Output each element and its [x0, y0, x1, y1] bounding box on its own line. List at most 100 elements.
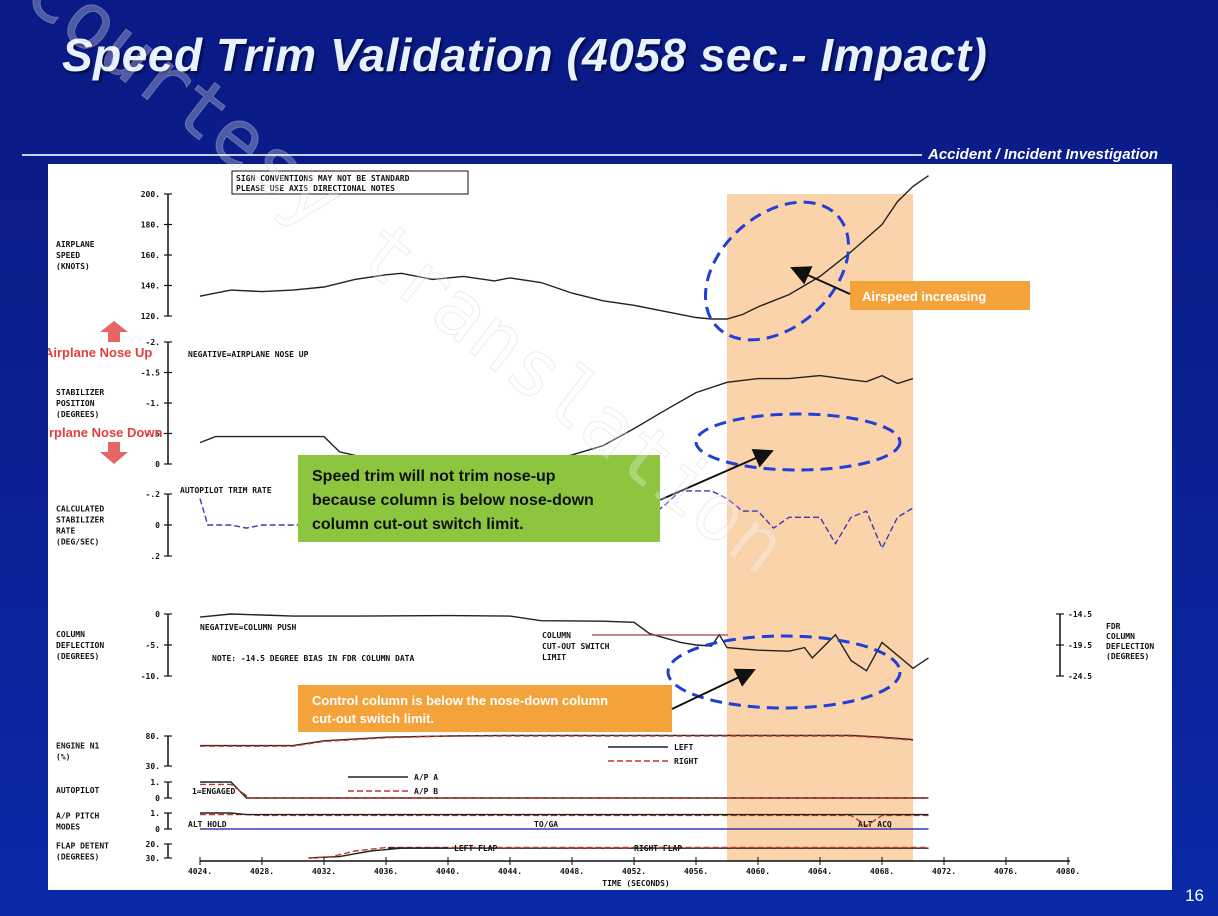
autopilot-state-label: 1=ENGAGED — [192, 787, 236, 796]
stab-rate-annotation: AUTOPILOT TRIM RATE — [180, 486, 272, 495]
x-tick-label: 4024. — [188, 867, 212, 876]
fdr-chart: 200. 180. 160. 140. 120. AIRPLANE SPEED (KNOTS)… — [36, 170, 1154, 888]
title-rule — [22, 154, 922, 156]
column-series-0-line — [199, 613, 929, 672]
pitch_modes-y-label: A/P PITCH — [56, 812, 100, 821]
speed-trim-callout-line-1: Speed trim will not trim nose-up — [312, 468, 556, 485]
stab_rate-y-tick-label: -.2 — [146, 490, 161, 499]
n1-y-label: (%) — [56, 753, 70, 762]
autopilot-y-tick-label: 0 — [155, 794, 160, 803]
x-tick-label: 4072. — [932, 867, 956, 876]
column-y-tick-label: -5. — [146, 641, 160, 650]
stab_rate-series-0-line — [199, 490, 914, 550]
n1-left-legend-label: LEFT — [674, 743, 693, 752]
column-callout-box — [298, 685, 672, 732]
column-right-tick-label: -14.5 — [1068, 610, 1092, 619]
x-tick-label: 4028. — [250, 867, 274, 876]
speed-trim-callout-line-2: because column is below nose-down — [312, 492, 594, 509]
column-callout-line-2: cut-out switch limit. — [312, 711, 434, 726]
airspeed-y-label: AIRPLANE — [56, 240, 95, 249]
flaps-y-tick-label: 30. — [146, 854, 160, 863]
speed-trim-callout-arrow — [659, 449, 774, 501]
pitch_modes-y-tick-label: 0 — [155, 825, 160, 834]
nose-down-arrow-icon — [100, 442, 128, 464]
flap-left-legend-label: LEFT FLAP — [454, 844, 498, 853]
flaps-y-tick-label: 20. — [146, 840, 160, 849]
stab_rate-y-label: STABILIZER — [56, 516, 104, 525]
ap-a-legend-label: A/P A — [414, 773, 438, 782]
speed-trim-callout-line-3: column cut-out switch limit. — [312, 516, 524, 533]
slide-subtitle: Accident / Incident Investigation — [928, 146, 1159, 163]
n1-series-right-line — [200, 735, 914, 747]
airspeed-callout-text: Airspeed increasing — [862, 289, 986, 304]
x-tick-label: 4056. — [684, 867, 708, 876]
x-tick-label: 4080. — [1056, 867, 1080, 876]
slide-title: Speed Trim Validation (4058 sec.- Impact… — [62, 29, 988, 81]
column-limit-label: CUT-OUT SWITCH — [542, 642, 610, 651]
stabilizer-y-label: POSITION — [56, 399, 95, 408]
column-right-axis-label: FDR — [1106, 622, 1121, 631]
pitch_modes-series-2-line — [200, 812, 929, 816]
nose-up-arrow-icon — [100, 321, 128, 342]
column-y-tick-label: -10. — [141, 672, 160, 681]
airspeed-callout-box — [850, 281, 1030, 310]
column-y-label: (DEGREES) — [56, 652, 99, 661]
stabilizer-y-tick-label: -1. — [146, 399, 160, 408]
column-right-axis-label: DEFLECTION — [1106, 642, 1154, 651]
column-right-axis-label: COLUMN — [1106, 632, 1135, 641]
stabilizer-y-tick-label: 0 — [155, 460, 160, 469]
column-right-tick-label: -19.5 — [1068, 641, 1092, 650]
stabilizer-y-tick-label: -1.5 — [141, 369, 160, 378]
airspeed-y-tick-label: 200. — [141, 190, 160, 199]
column-limit-label: COLUMN — [542, 631, 571, 640]
airspeed-y-tick-label: 140. — [141, 282, 160, 291]
pitch-mode-alt-hold: ALT HOLD — [188, 820, 227, 829]
x-axis-label: TIME (SECONDS) — [602, 879, 669, 888]
airspeed-y-tick-label: 160. — [141, 251, 160, 260]
n1-y-tick-label: 30. — [146, 762, 160, 771]
autopilot-y-tick-label: 1. — [150, 778, 160, 787]
pitch-mode-alt-acq: ALT ACQ — [858, 820, 892, 829]
flaps-y-label: (DEGREES) — [56, 853, 99, 862]
stab_rate-y-tick-label: .2 — [150, 552, 160, 561]
n1-y-label: ENGINE N1 — [56, 742, 100, 751]
sign-note-line-2: PLEASE USE AXIS DIRECTIONAL NOTES — [236, 184, 395, 193]
stab_rate-y-tick-label: 0 — [155, 521, 160, 530]
airspeed-y-label: SPEED — [56, 251, 80, 260]
stabilizer-annotation: NEGATIVE=AIRPLANE NOSE UP — [188, 350, 309, 359]
airspeed-callout-arrow — [790, 266, 851, 295]
column-right-tick-label: -24.5 — [1068, 672, 1092, 681]
pitch_modes-y-label: MODES — [56, 823, 80, 832]
x-tick-label: 4052. — [622, 867, 646, 876]
column-callout-arrow — [671, 668, 756, 710]
nose-down-label: Airplane Nose Down — [48, 425, 162, 440]
x-tick-label: 4048. — [560, 867, 584, 876]
stab_rate-y-label: CALCULATED — [56, 505, 104, 514]
nose-up-label: Airplane Nose Up — [48, 345, 152, 360]
x-tick-label: 4032. — [312, 867, 336, 876]
stabilizer-y-label: (DEGREES) — [56, 410, 99, 419]
stabilizer-y-label: STABILIZER — [56, 388, 104, 397]
column-y-tick-label: 0 — [155, 610, 160, 619]
x-tick-label: 4068. — [870, 867, 894, 876]
stabilizer-series-0-line — [199, 374, 914, 464]
stab_rate-y-label: (DEG/SEC) — [56, 538, 99, 547]
column-y-label: DEFLECTION — [56, 641, 104, 650]
x-tick-label: 4036. — [374, 867, 398, 876]
stab_rate-y-label: RATE — [56, 527, 75, 536]
column-note: NOTE: -14.5 DEGREE BIAS IN FDR COLUMN DA… — [212, 654, 414, 663]
stabilizer-y-tick-label: -2. — [146, 338, 160, 347]
x-tick-label: 4044. — [498, 867, 522, 876]
column-right-axis-label: (DEGREES) — [1106, 652, 1149, 661]
sign-note-line-1: SIGN CONVENTIONS MAY NOT BE STANDARD — [236, 174, 410, 183]
sign-note-box — [231, 170, 469, 195]
stabilizer-y-tick-label: -.5 — [146, 430, 161, 439]
column-limit-label: LIMIT — [542, 653, 566, 662]
stabilizer-ellipse — [694, 412, 902, 472]
x-tick-label: 4076. — [994, 867, 1018, 876]
column-y-label: COLUMN — [56, 630, 85, 639]
airspeed-series-0-line — [199, 175, 929, 320]
column-annotation: NEGATIVE=COLUMN PUSH — [200, 623, 297, 632]
flaps-series-right-flap-line — [308, 846, 929, 859]
airspeed-y-tick-label: 180. — [141, 221, 160, 230]
